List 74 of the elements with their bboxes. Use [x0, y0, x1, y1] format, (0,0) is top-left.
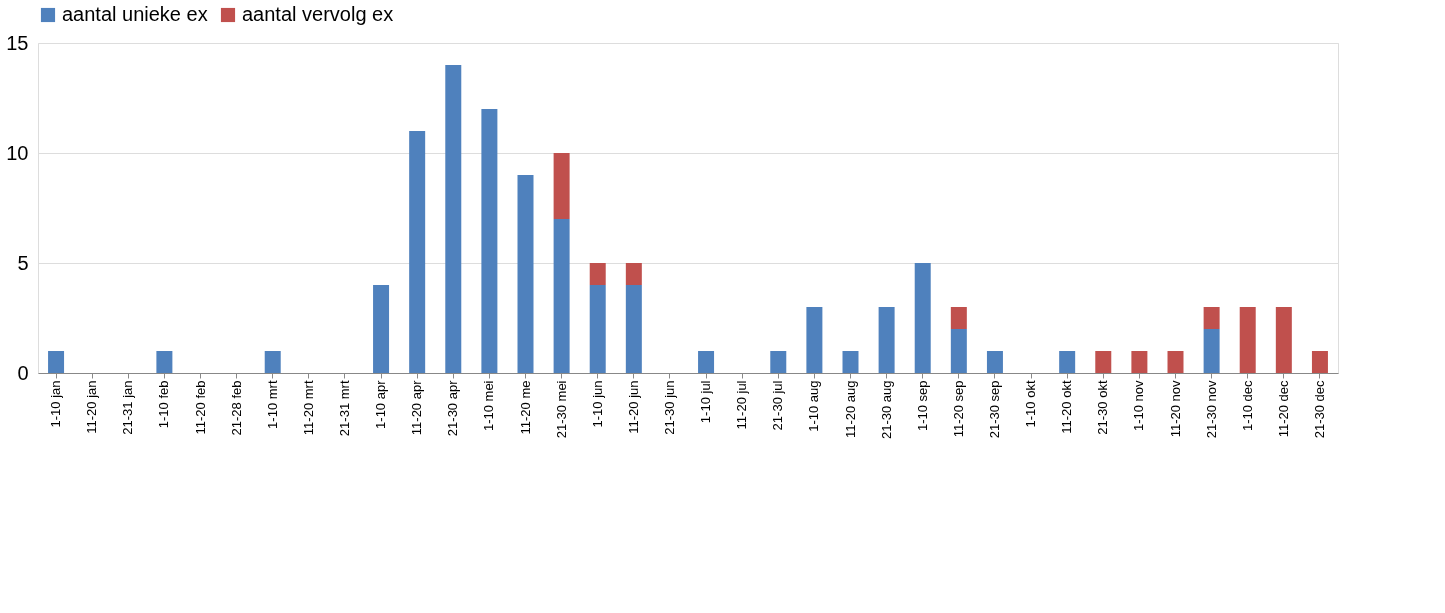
x-tick-label: 11-20 dec — [1275, 380, 1291, 438]
y-tick-label: 15 — [6, 31, 29, 54]
x-tick-label: 21-30 mei — [553, 380, 569, 439]
x-tick-label: 1-10 mrt — [264, 380, 280, 429]
x-tick-label: 11-20 okt — [1059, 380, 1075, 434]
bar — [986, 351, 1003, 373]
x-tick-label: 21-31 mrt — [336, 380, 352, 437]
x-tick-label: 21-30 aug — [878, 380, 894, 440]
bar — [373, 285, 390, 373]
bar — [625, 263, 642, 285]
bar — [698, 351, 715, 373]
x-tick-label: 11-20 jan — [84, 380, 100, 434]
legend-label: aantal unieke ex — [62, 3, 208, 25]
bar — [625, 285, 642, 373]
legend-label: aantal vervolg ex — [242, 3, 394, 25]
bar — [445, 65, 462, 373]
bar — [1203, 307, 1220, 329]
x-tick-label: 1-10 jan — [48, 380, 64, 428]
bar — [553, 219, 570, 373]
bar — [842, 351, 859, 373]
x-tick-label: 21-30 nov — [1203, 380, 1219, 439]
y-tick-label: 10 — [6, 141, 29, 164]
x-tick-label: 21-30 jul — [770, 380, 786, 431]
x-tick-label: 1-10 sep — [914, 380, 930, 432]
bar — [950, 329, 967, 373]
bar — [409, 131, 426, 373]
bar — [1131, 351, 1148, 373]
x-tick-label: 1-10 okt — [1023, 380, 1039, 428]
x-tick-label: 1-10 feb — [156, 380, 172, 429]
x-tick-label: 11-20 apr — [409, 379, 425, 436]
bar — [1167, 351, 1184, 373]
y-tick-label: 0 — [17, 361, 29, 384]
bar — [1239, 307, 1256, 373]
bar — [553, 153, 570, 219]
bar — [878, 307, 895, 373]
x-tick-label: 11-20 sep — [950, 380, 966, 438]
bar — [264, 351, 281, 373]
x-tick-label: 21-30 jun — [661, 380, 677, 435]
x-tick-label: 21-30 dec — [1311, 380, 1327, 439]
x-tick-label: 21-31 jan — [120, 380, 136, 435]
bar — [950, 307, 967, 329]
x-tick-label: 1-10 aug — [806, 380, 822, 432]
x-tick-label: 11-20 mrt — [300, 380, 316, 436]
x-tick-label: 11-20 aug — [842, 380, 858, 439]
x-tick-label: 21-30 apr — [445, 379, 461, 437]
x-tick-label: 11-20 feb — [192, 380, 208, 435]
bar — [156, 351, 173, 373]
x-tick-label: 1-10 nov — [1131, 380, 1147, 432]
x-tick-label: 1-10 jun — [589, 380, 605, 428]
bar — [914, 263, 931, 373]
bar — [1059, 351, 1076, 373]
x-tick-label: 1-10 jul — [698, 380, 714, 424]
x-tick-label: 21-30 sep — [986, 380, 1002, 439]
bar — [589, 263, 606, 285]
x-tick-label: 21-28 feb — [228, 380, 244, 436]
bar — [481, 109, 498, 373]
x-tick-label: 11-20 jul — [734, 380, 750, 430]
x-tick-label: 1-10 mei — [481, 380, 497, 432]
bar — [1095, 351, 1112, 373]
bar — [589, 285, 606, 373]
y-tick-label: 5 — [17, 251, 29, 274]
x-tick-label: 11-20 nov — [1167, 380, 1183, 438]
bar — [48, 351, 65, 373]
bar — [517, 175, 534, 373]
x-tick-label: 1-10 dec — [1239, 380, 1255, 432]
x-tick-label: 11-20 jun — [625, 380, 641, 434]
bar — [770, 351, 787, 373]
x-tick-label: 11-20 me — [517, 380, 533, 435]
x-tick-label: 21-30 okt — [1095, 380, 1111, 435]
bar — [806, 307, 823, 373]
bar — [1311, 351, 1328, 373]
x-tick-label: 1-10 apr — [373, 379, 389, 429]
bar — [1275, 307, 1292, 373]
bar — [1203, 329, 1220, 373]
